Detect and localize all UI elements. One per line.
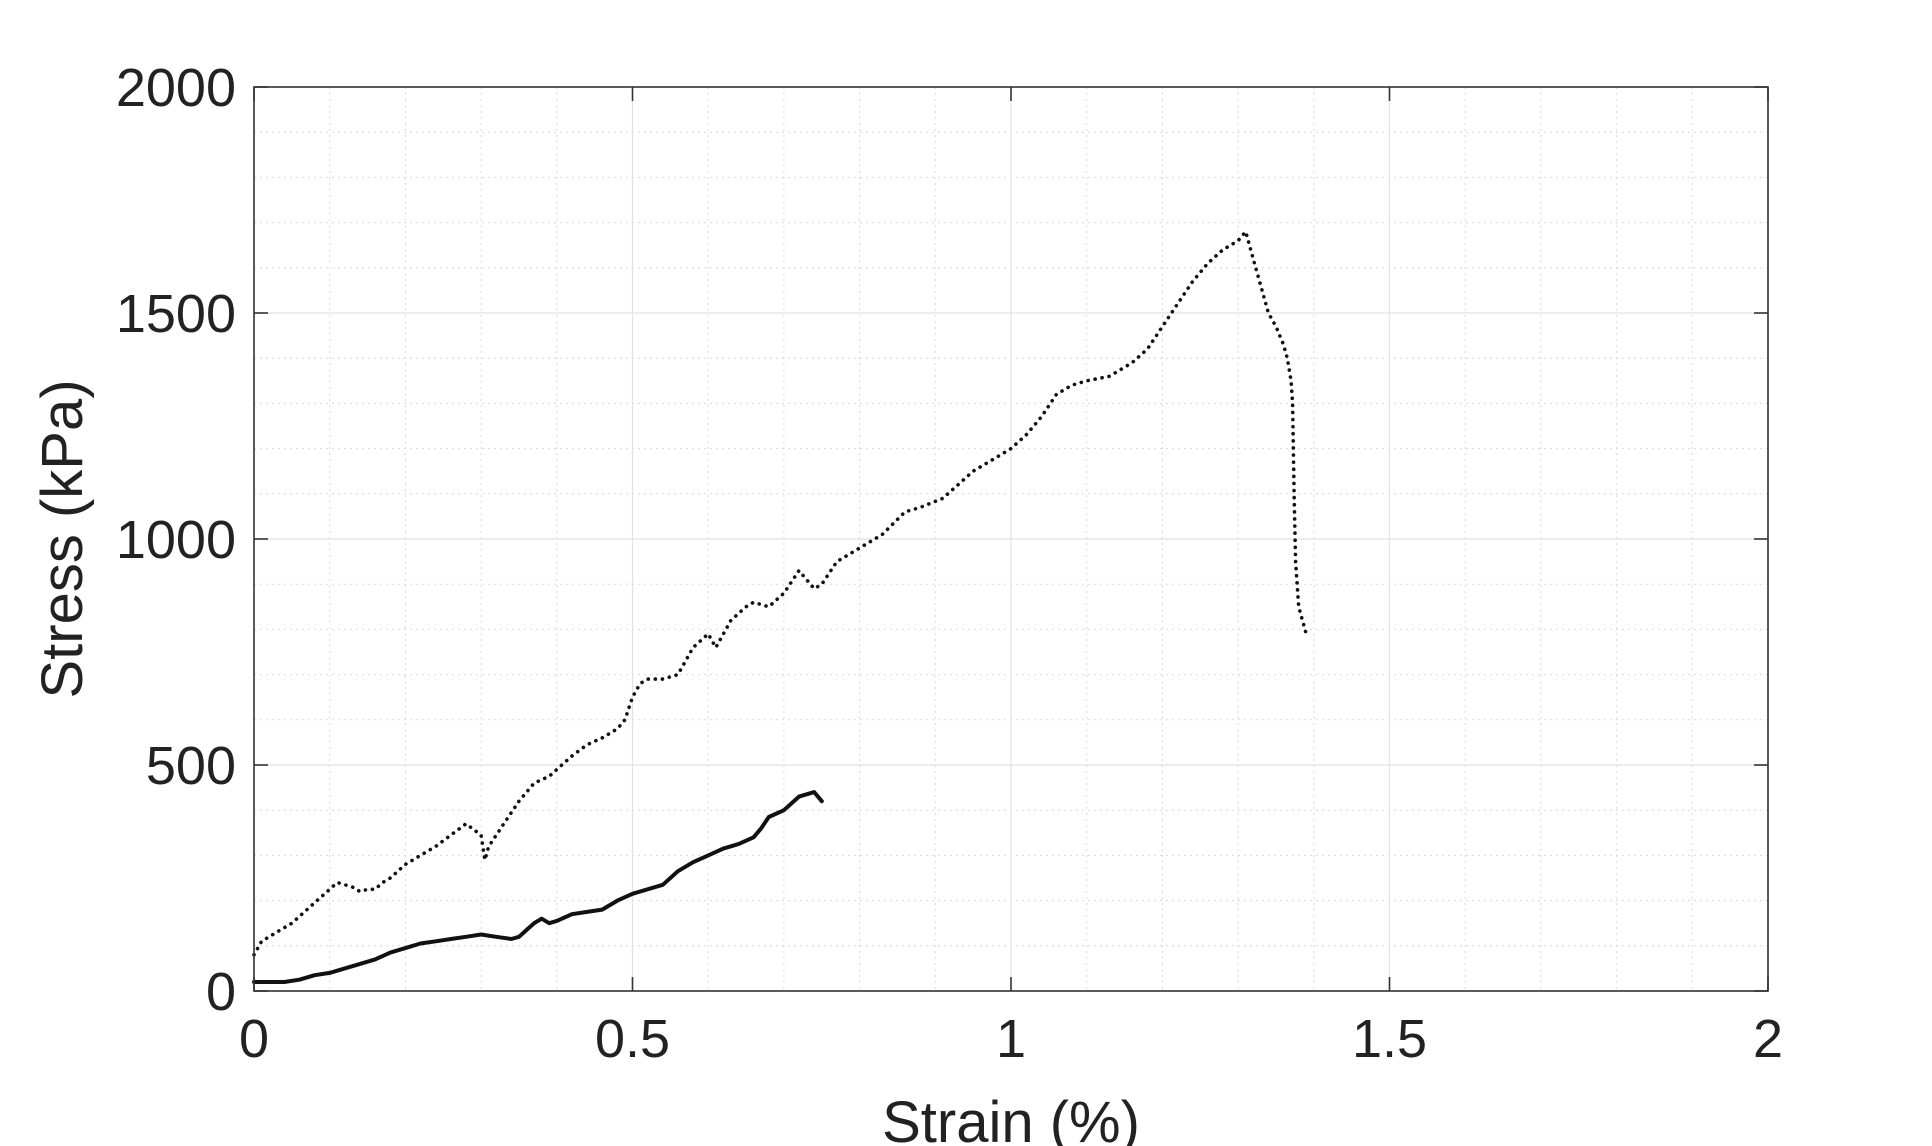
y-tick-label: 1500: [116, 284, 236, 344]
y-tick-label: 2000: [116, 58, 236, 118]
y-tick-label: 500: [146, 736, 236, 796]
y-tick-label: 1000: [116, 510, 236, 570]
series-line-dotted: [252, 229, 1308, 957]
x-tick-label: 1.5: [1352, 1009, 1427, 1069]
x-tick-label: 2: [1753, 1009, 1783, 1069]
y-tick-label: 0: [206, 962, 236, 1022]
y-axis-label: Stress (kPa): [30, 379, 95, 698]
axis-ticks: [253, 86, 1769, 992]
data-series: [252, 229, 1308, 984]
x-tick-label: 1: [996, 1009, 1026, 1069]
tick-labels: 0 0.5 1 1.5 2 0 500 1000 1500 2000: [116, 58, 1783, 1069]
series-line-solid: [252, 790, 824, 984]
x-axis-label: Strain (%): [882, 1090, 1140, 1146]
x-tick-label: 0.5: [595, 1009, 670, 1069]
x-tick-label: 0: [239, 1009, 269, 1069]
grid-lines: [253, 86, 1769, 992]
